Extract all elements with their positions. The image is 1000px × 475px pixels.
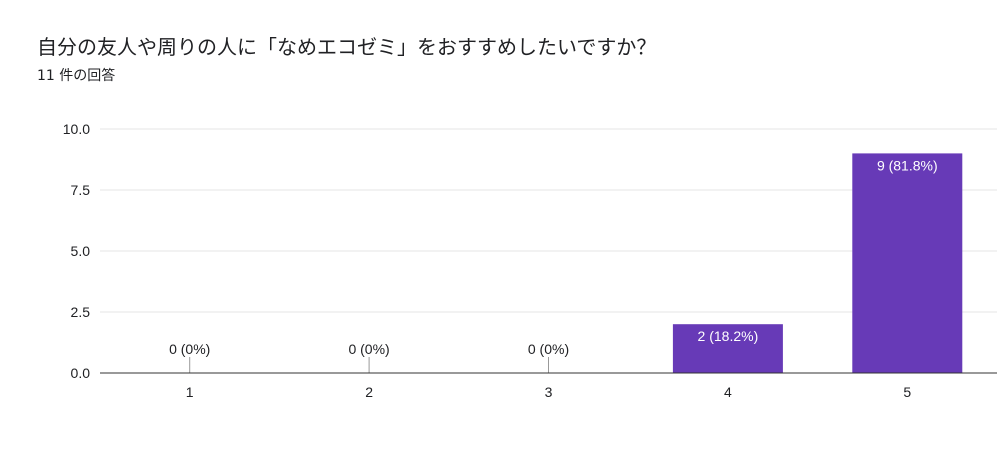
x-tick-label: 5 <box>903 384 911 400</box>
x-tick-label: 4 <box>724 384 732 400</box>
y-tick-label: 0.0 <box>71 365 91 381</box>
bar <box>672 324 783 373</box>
y-tick-label: 5.0 <box>71 243 91 259</box>
bar-data-label: 2 (18.2%) <box>698 328 759 344</box>
y-tick-label: 7.5 <box>71 182 91 198</box>
bar <box>852 153 963 373</box>
x-tick-label: 1 <box>186 384 194 400</box>
y-tick-label: 10.0 <box>63 121 90 137</box>
bar-data-label: 0 (0%) <box>528 341 569 357</box>
bar-data-label: 0 (0%) <box>169 341 210 357</box>
x-tick-label: 3 <box>545 384 553 400</box>
response-count: 11 件の回答 <box>37 68 116 84</box>
bar-data-label: 0 (0%) <box>348 341 389 357</box>
y-tick-label: 2.5 <box>71 304 91 320</box>
x-tick-label: 2 <box>365 384 373 400</box>
chart-title: 自分の友人や周りの人に「なめエコゼミ」をおすすめしたいですか？ <box>37 35 657 59</box>
bar-data-label: 9 (81.8%) <box>877 157 938 173</box>
